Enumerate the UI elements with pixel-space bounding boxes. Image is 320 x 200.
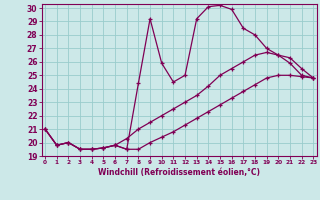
X-axis label: Windchill (Refroidissement éolien,°C): Windchill (Refroidissement éolien,°C)	[98, 168, 260, 177]
